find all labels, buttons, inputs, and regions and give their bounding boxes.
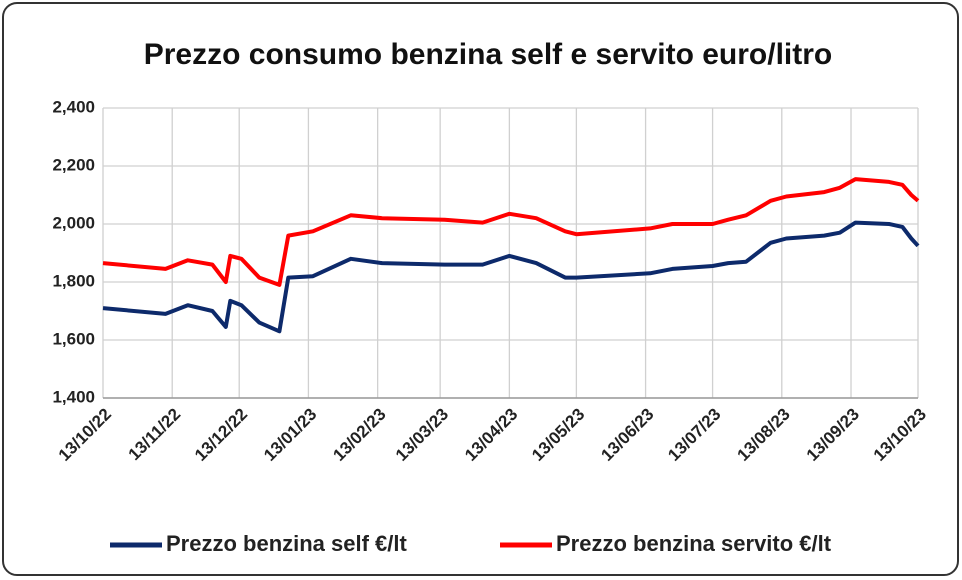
series-line [102,220,920,334]
chart-title: Prezzo consumo benzina self e servito eu… [144,38,833,71]
series-line [102,177,920,287]
y-tick-label: 1,400 [52,387,95,406]
legend-label: Prezzo benzina self €/lt [166,531,408,556]
y-tick-label: 1,600 [52,329,95,348]
y-tick-label: 1,800 [52,271,95,290]
y-tick-label: 2,200 [52,155,95,174]
legend-label: Prezzo benzina servito €/lt [556,531,832,556]
y-tick-label: 2,400 [52,97,95,116]
y-tick-label: 2,000 [52,213,95,232]
